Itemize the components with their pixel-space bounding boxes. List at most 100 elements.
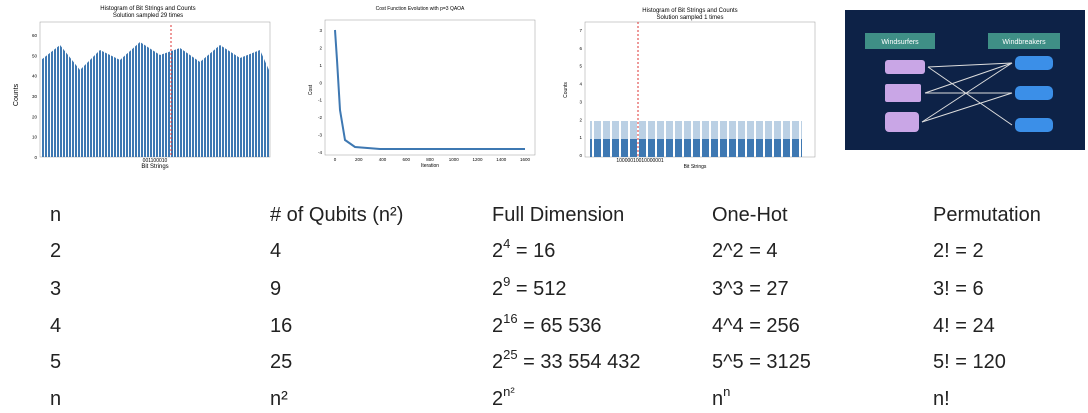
base: 2: [492, 240, 504, 262]
table-cell: n²: [270, 388, 288, 410]
table-cell: 5! = 120: [933, 351, 1006, 373]
table-cell: 2: [50, 240, 62, 262]
table-cell: 25: [270, 351, 293, 373]
tick-label: 20: [32, 114, 38, 119]
table-cell: 3! = 6: [933, 278, 984, 300]
base: 2: [492, 351, 504, 373]
diagram-thumb: Windsurfers Windbreakers: [845, 10, 1085, 150]
header-cell: Full Dimension: [492, 204, 625, 226]
table-cell: 3^3 = 27: [712, 278, 789, 300]
header-cell: n: [50, 204, 62, 226]
tick-label: 50: [32, 53, 38, 58]
tick-label: 7: [579, 28, 582, 33]
exponent: n²: [503, 384, 515, 399]
table-cell: 9: [270, 278, 282, 300]
frame: [324, 19, 536, 156]
tick-label: 2: [319, 45, 322, 50]
table-cell: 3: [50, 278, 62, 300]
table-cell: 24 = 16: [492, 237, 556, 263]
tick-label: 2: [579, 117, 582, 122]
tick-label: 600: [402, 157, 410, 162]
right-icons: [1015, 56, 1053, 132]
tick-label: 10: [32, 135, 38, 140]
table-cell: 225 = 33 554 432: [492, 348, 641, 374]
x-label: Iteration: [421, 163, 439, 169]
label-box: [988, 33, 1060, 49]
exponent: 25: [503, 347, 518, 362]
tick-label: 1600: [520, 157, 531, 162]
tick-label: 1: [579, 135, 582, 140]
left-label: Windsurfers: [881, 39, 919, 46]
base: 2: [492, 315, 504, 337]
y-label: Counts: [563, 82, 569, 98]
table-cell: 2n²: [492, 385, 515, 411]
thumb-title: Histogram of Bit Strings and Counts: [642, 8, 737, 14]
table-cell: 2^2 = 4: [712, 240, 778, 262]
tick-label: 1400: [496, 157, 507, 162]
tick-label: 6: [579, 46, 582, 51]
thumbnails: Histogram of Bit Strings and Counts Solu…: [13, 6, 1085, 170]
x-label: Bit Strings: [141, 164, 168, 170]
table-cell: 29 = 512: [492, 275, 567, 301]
tick-label: 1000: [449, 157, 460, 162]
tick-label: -2: [318, 115, 322, 120]
y-label: Counts: [13, 83, 20, 106]
header-cell: # of Qubits (n²): [270, 204, 404, 226]
tick-label: 0: [319, 80, 322, 85]
table-cell: n!: [933, 388, 950, 410]
label-box: [865, 33, 935, 49]
tick-label: 4: [579, 82, 582, 87]
bars: [590, 121, 802, 139]
thumb-title: Histogram of Bit Strings and Counts: [100, 6, 195, 12]
table-cell: 4: [50, 315, 62, 337]
tick-label: 1200: [472, 157, 483, 162]
rest: = 16: [510, 240, 556, 262]
base: n: [712, 388, 724, 410]
header-cell: Permutation: [933, 204, 1041, 226]
thumb-title: Cost Function Evolution with p=3 QAOA: [376, 6, 465, 12]
tick-label: -3: [318, 133, 322, 138]
histogram-thumb: Histogram of Bit Strings and Counts Solu…: [563, 8, 816, 170]
tick-label: 3: [319, 28, 322, 33]
tick-label: 0: [334, 157, 337, 162]
x-label: Bit Strings: [684, 164, 707, 170]
exponent: 9: [503, 274, 511, 289]
tick-label: 30: [32, 94, 38, 99]
table-cell: n: [50, 388, 62, 410]
tick-label: 60: [32, 33, 38, 38]
exponent: 16: [503, 311, 518, 326]
thumb-subtitle: Solution sampled 29 times: [113, 13, 183, 19]
tick-label: 1: [319, 63, 322, 68]
table-cell: 5: [50, 351, 62, 373]
tick-label: 0: [34, 155, 37, 160]
cost-thumb: Cost Function Evolution with p=3 QAOA It…: [308, 6, 536, 169]
bars: [590, 139, 802, 157]
tick-label: 800: [426, 157, 434, 162]
rest: = 65 536: [517, 315, 602, 337]
y-label: Cost: [308, 84, 314, 95]
tick-label: 40: [32, 74, 38, 79]
table-cell: 4^4 = 256: [712, 315, 800, 337]
table-cell: nn: [712, 385, 730, 411]
thumb-subtitle: Solution sampled 1 times: [656, 15, 723, 21]
connections: [921, 62, 1013, 126]
header-cell: One-Hot: [712, 204, 788, 226]
table-cell: 5^5 = 3125: [712, 351, 811, 373]
rest: = 512: [510, 278, 567, 300]
curve: [334, 29, 525, 150]
tick-label: 400: [379, 157, 387, 162]
exponent: n: [723, 384, 731, 399]
tick-label: 5: [579, 64, 582, 69]
exponent: 4: [503, 236, 511, 251]
x-tick: 10000010010000001: [616, 158, 663, 164]
tick-label: 200: [355, 157, 363, 162]
base: 2: [492, 278, 504, 300]
rest: = 33 554 432: [517, 351, 641, 373]
x-tick: 001100010: [143, 158, 168, 164]
tick-label: -1: [318, 98, 322, 103]
tick-label: 3: [579, 99, 582, 104]
table-cell: 4: [270, 240, 282, 262]
base: 2: [492, 388, 504, 410]
left-icons: [885, 60, 925, 132]
